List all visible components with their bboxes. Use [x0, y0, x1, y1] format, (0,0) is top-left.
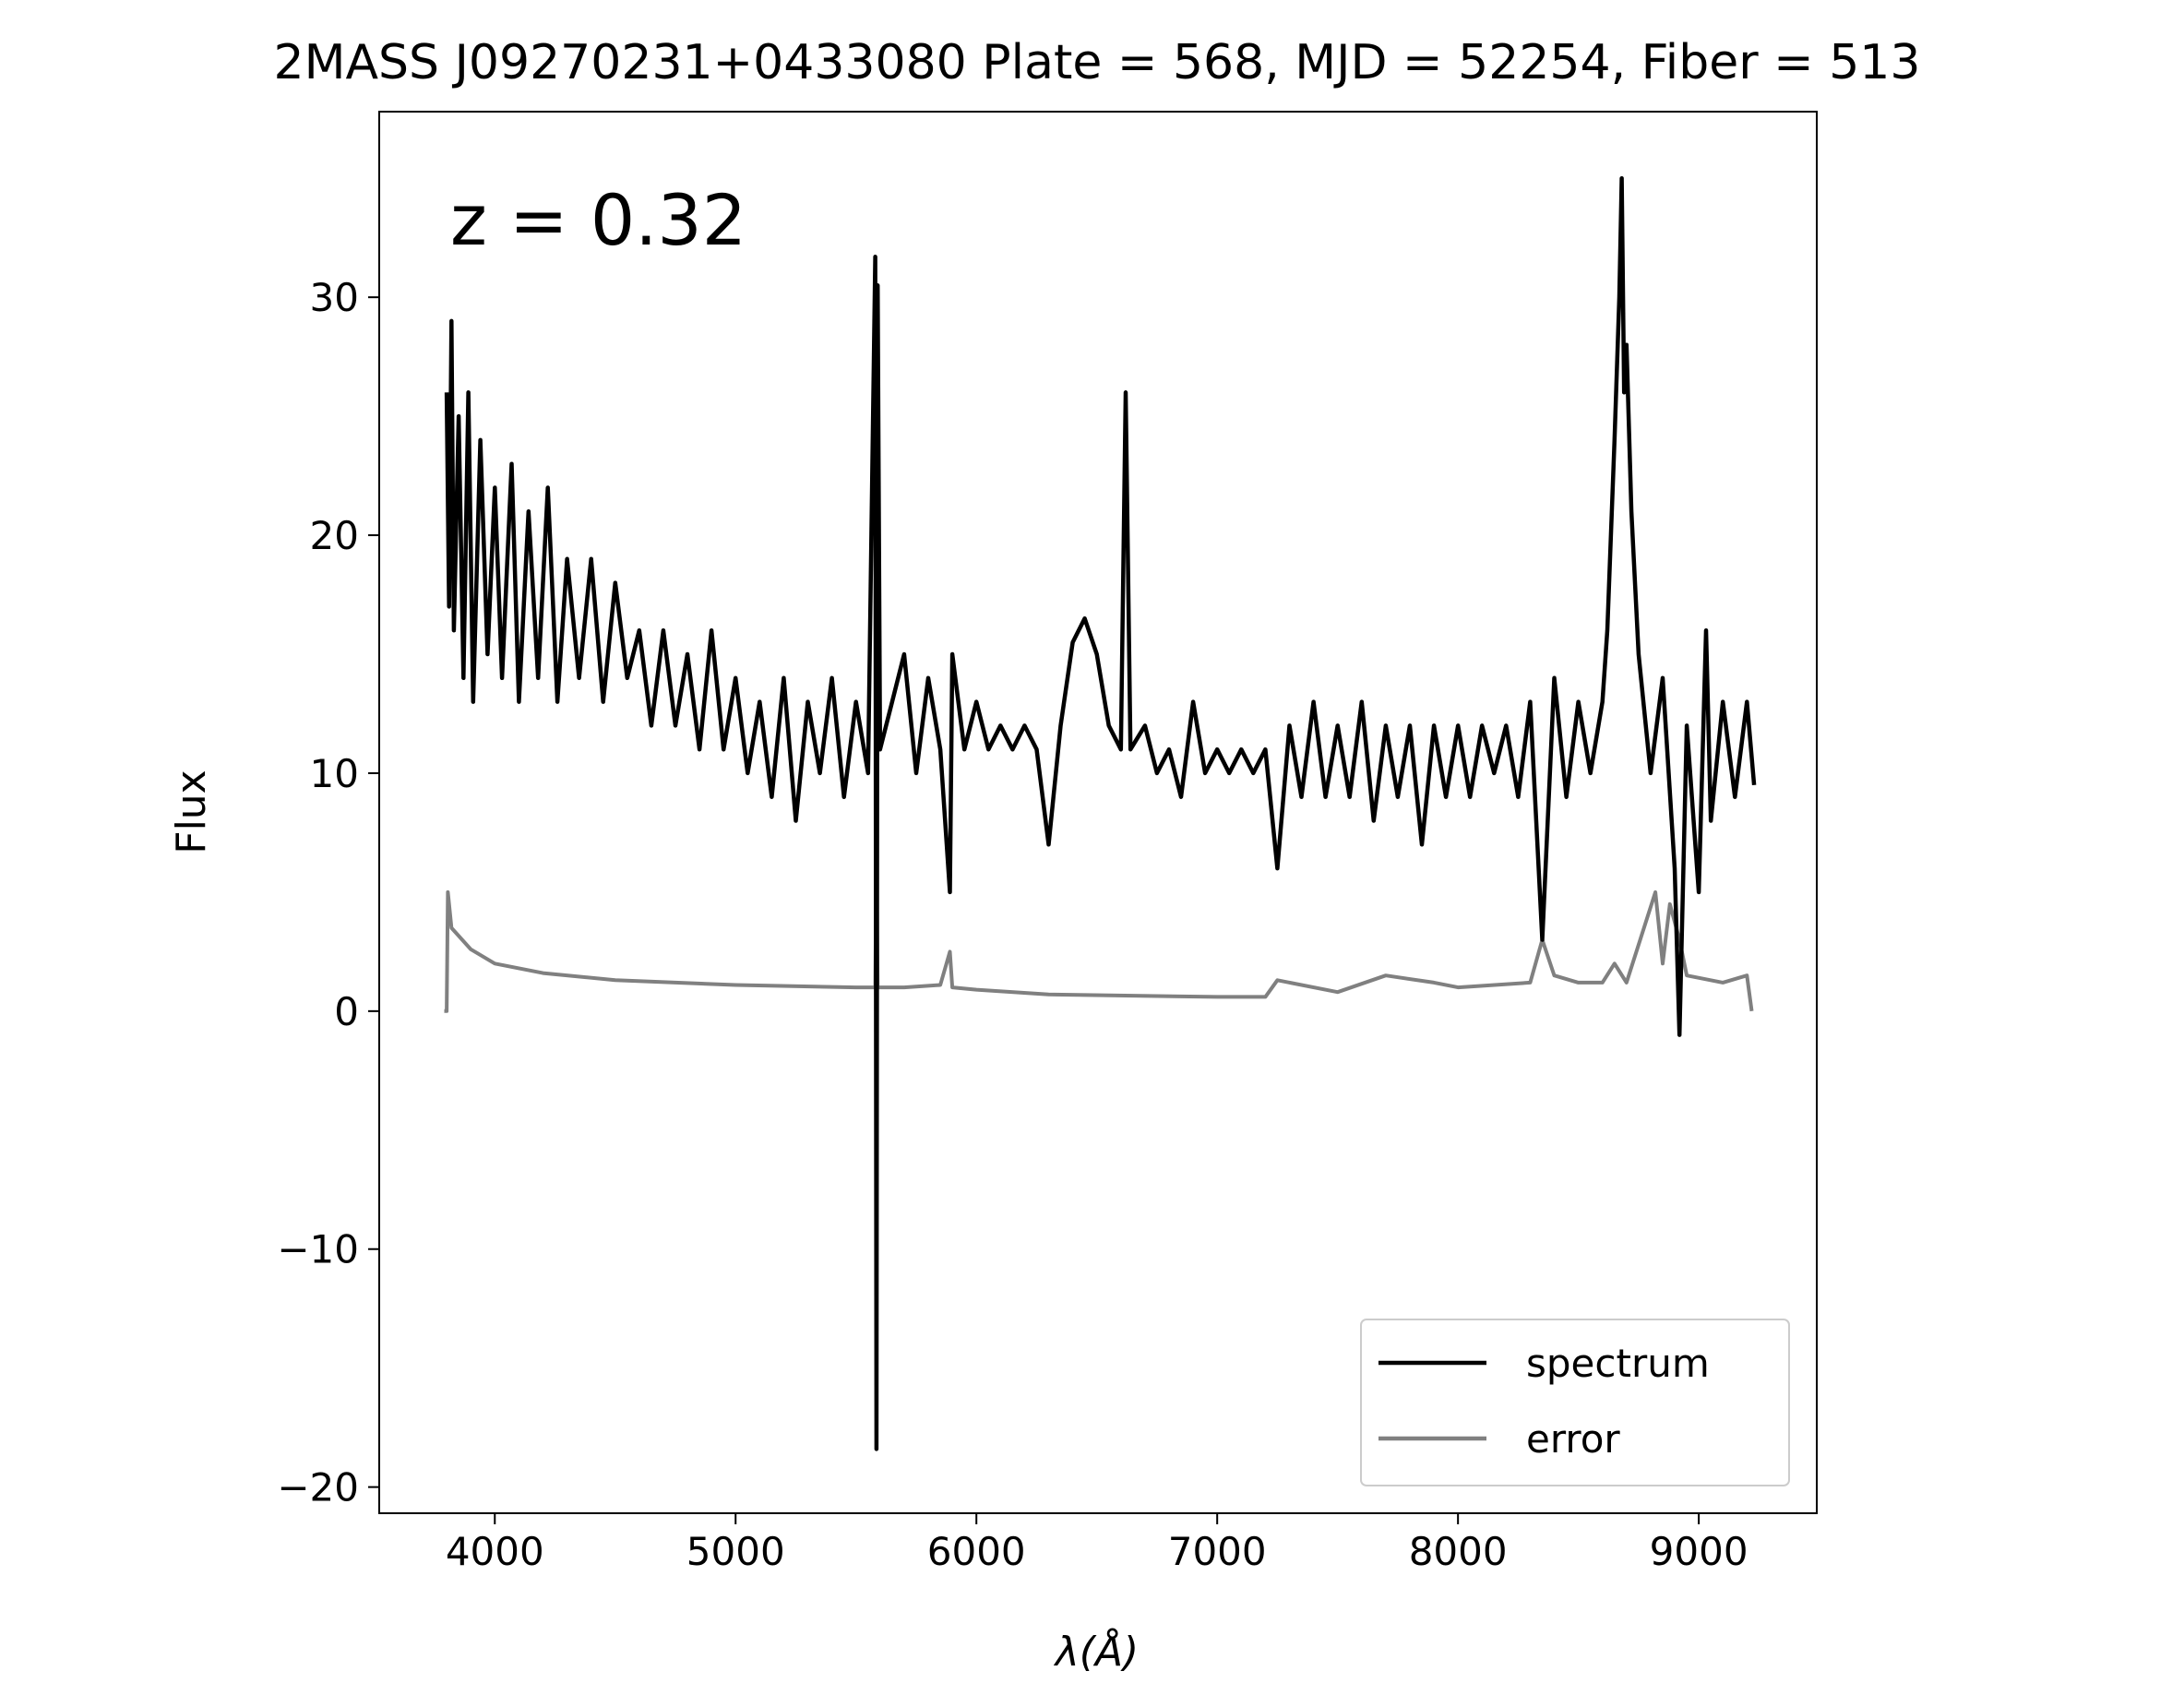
x-tick-label: 9000 — [1650, 1529, 1748, 1574]
y-tick-label: 20 — [310, 513, 359, 558]
y-axis-label: Flux — [168, 770, 215, 854]
x-tick-label: 7000 — [1168, 1529, 1267, 1574]
line-series — [444, 175, 1757, 1451]
y-tick-label: 30 — [310, 275, 359, 320]
annotation: z = 0.32 — [450, 179, 746, 261]
x-tick-label: 5000 — [686, 1529, 785, 1574]
x-tick-label: 4000 — [446, 1529, 544, 1574]
legend-label: spectrum — [1526, 1341, 1710, 1386]
chart-title: 2MASS J09270231+0433080 Plate = 568, MJD… — [274, 35, 1921, 90]
x-tick-label: 8000 — [1409, 1529, 1508, 1574]
y-tick-label: 0 — [334, 989, 359, 1034]
legend-label: error — [1526, 1416, 1620, 1462]
x-axis-label: λ(Å) — [1054, 1627, 1139, 1676]
y-tick-label: −20 — [277, 1465, 359, 1510]
x-tick-label: 6000 — [927, 1529, 1026, 1574]
line-series — [444, 842, 1754, 1013]
y-tick-label: −10 — [277, 1227, 359, 1272]
plot-frame — [378, 111, 1818, 1514]
y-tick-label: 10 — [310, 751, 359, 796]
